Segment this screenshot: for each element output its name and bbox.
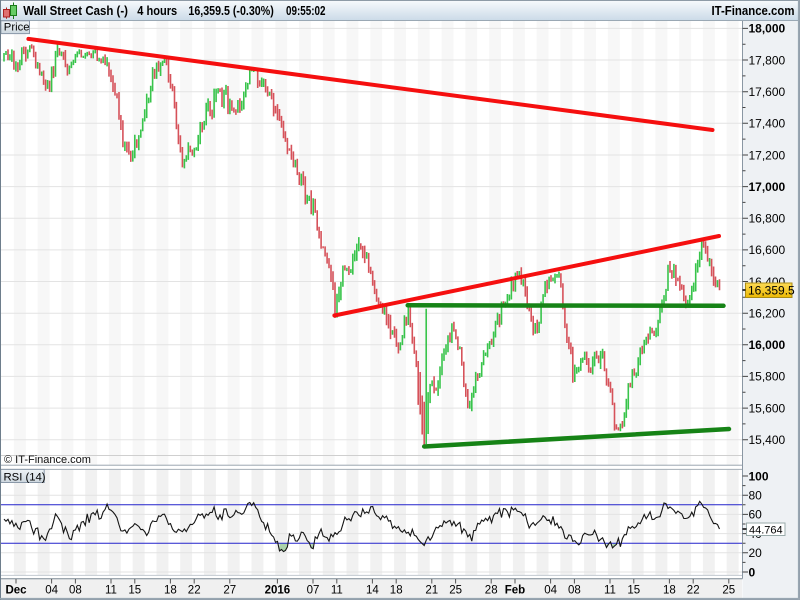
svg-text:04: 04 [45,585,58,597]
svg-text:15: 15 [128,585,141,597]
svg-text:17,200: 17,200 [749,148,786,162]
svg-text:09:55:02: 09:55:02 [286,3,326,18]
svg-text:11: 11 [105,585,117,597]
svg-text:17,400: 17,400 [749,117,786,131]
svg-text:16,359.5: 16,359.5 [748,284,795,298]
svg-text:Wall Street Cash (-): Wall Street Cash (-) [23,3,128,18]
svg-text:08: 08 [568,585,581,597]
svg-text:15: 15 [627,585,640,597]
svg-text:Feb: Feb [505,585,525,597]
svg-text:15,400: 15,400 [749,433,786,447]
svg-text:25: 25 [449,585,462,597]
svg-text:4 hours: 4 hours [137,3,177,18]
svg-text:60: 60 [749,508,763,522]
svg-text:16,800: 16,800 [749,212,786,226]
svg-text:100: 100 [749,469,769,483]
svg-text:IT-Finance.com: IT-Finance.com [712,3,795,18]
svg-text:11: 11 [331,585,343,597]
svg-text:25: 25 [722,585,735,597]
svg-text:0: 0 [749,565,756,579]
svg-text:20: 20 [749,546,763,560]
svg-text:15,800: 15,800 [749,370,786,384]
svg-text:© IT-Finance.com: © IT-Finance.com [4,454,91,466]
svg-text:28: 28 [485,585,498,597]
svg-text:21: 21 [425,585,438,597]
svg-text:11: 11 [604,585,616,597]
svg-text:04: 04 [544,585,557,597]
svg-text:14: 14 [366,585,379,597]
svg-text:16,600: 16,600 [749,243,786,257]
svg-text:16,000: 16,000 [749,338,786,352]
svg-text:17,000: 17,000 [749,180,786,194]
svg-text:27: 27 [223,585,236,597]
svg-text:Price: Price [4,22,30,34]
svg-text:17,600: 17,600 [749,85,786,99]
svg-text:08: 08 [69,585,82,597]
svg-text:16,359.5 (-0.30%): 16,359.5 (-0.30%) [188,3,273,18]
svg-text:16,200: 16,200 [749,307,786,321]
svg-text:80: 80 [749,489,763,503]
svg-text:Dec: Dec [5,585,27,597]
svg-text:15,600: 15,600 [749,401,786,415]
svg-text:44.764: 44.764 [749,525,783,537]
svg-text:18: 18 [663,585,676,597]
svg-text:18: 18 [390,585,403,597]
svg-text:17,800: 17,800 [749,53,786,67]
svg-text:22: 22 [188,585,201,597]
svg-text:2016: 2016 [265,585,291,597]
svg-text:18: 18 [164,585,177,597]
svg-text:22: 22 [687,585,700,597]
svg-text:07: 07 [307,585,320,597]
svg-text:18,000: 18,000 [749,22,786,36]
svg-text:RSI (14): RSI (14) [4,471,46,483]
